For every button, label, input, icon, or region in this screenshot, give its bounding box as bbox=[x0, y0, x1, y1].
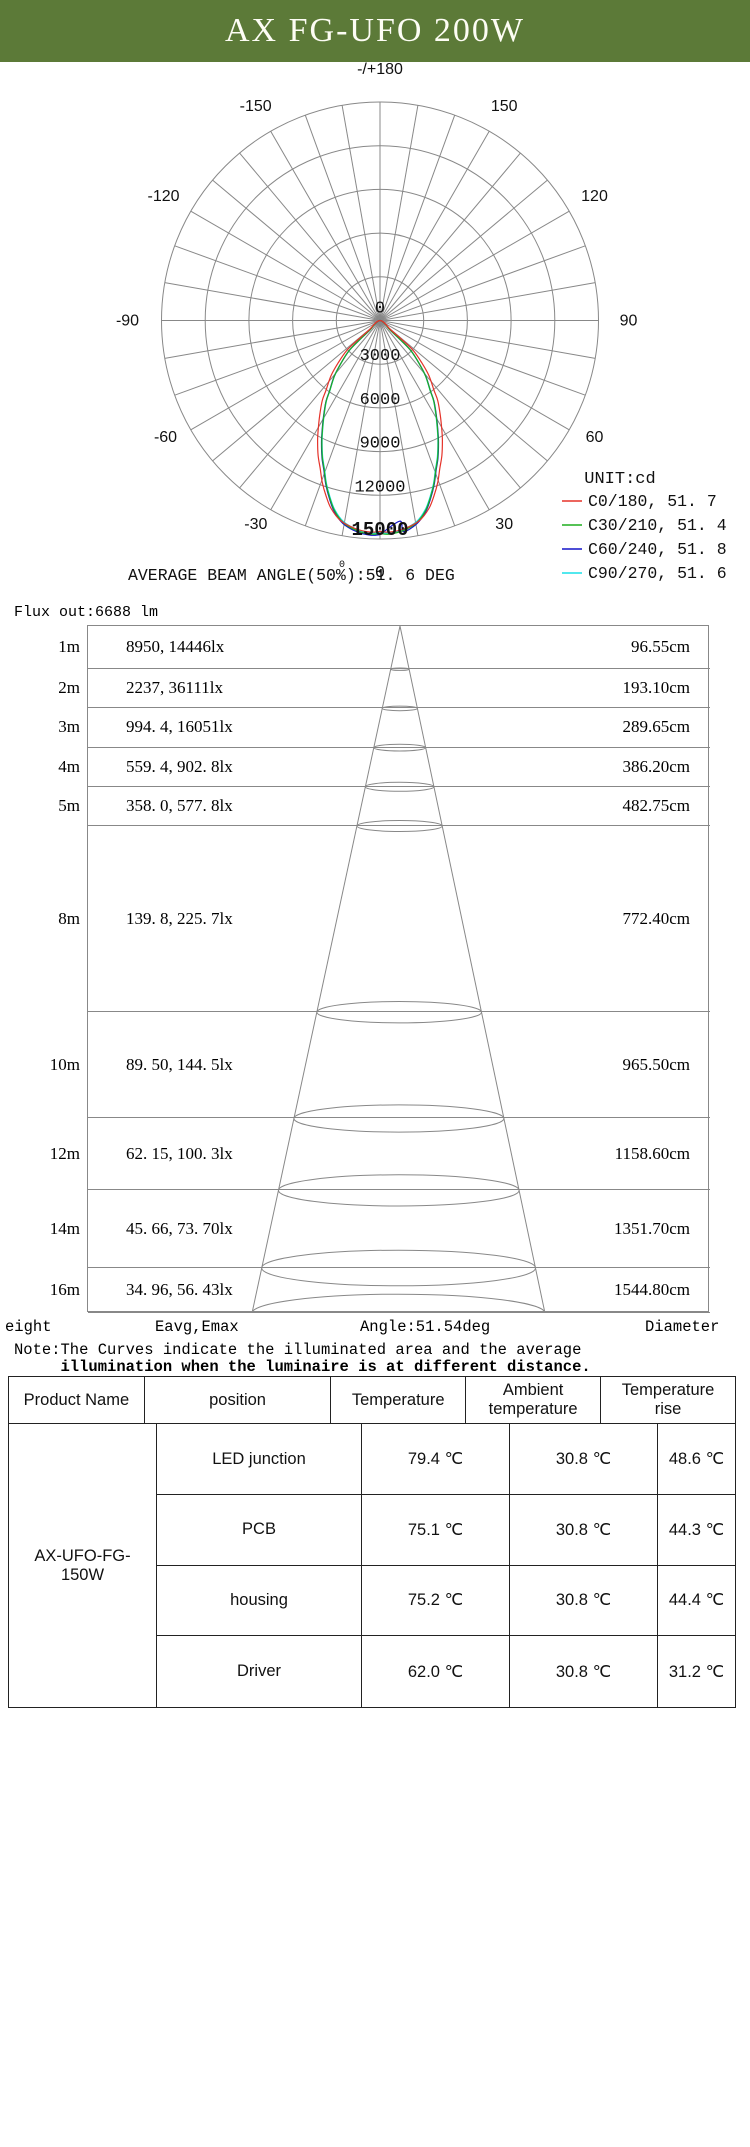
svg-text:-90: -90 bbox=[116, 313, 139, 330]
svg-text:C60/240, 51. 8: C60/240, 51. 8 bbox=[588, 540, 727, 559]
svg-text:-120: -120 bbox=[147, 188, 179, 205]
svg-text:9000: 9000 bbox=[360, 435, 401, 454]
svg-text:AVERAGE BEAM ANGLE(50%):51. 6: AVERAGE BEAM ANGLE(50%):51. 6 DEG bbox=[128, 566, 455, 585]
svg-text:0: 0 bbox=[339, 560, 345, 571]
svg-text:C30/210, 51. 4: C30/210, 51. 4 bbox=[588, 516, 727, 535]
svg-text:C90/270, 51. 6: C90/270, 51. 6 bbox=[588, 564, 727, 583]
svg-text:6000: 6000 bbox=[360, 391, 401, 410]
svg-text:C0/180, 51. 7: C0/180, 51. 7 bbox=[588, 492, 717, 511]
svg-text:-/+180: -/+180 bbox=[357, 62, 403, 78]
svg-text:UNIT:cd: UNIT:cd bbox=[584, 470, 655, 489]
svg-text:30: 30 bbox=[495, 516, 513, 533]
svg-text:15000: 15000 bbox=[351, 519, 408, 541]
svg-text:-150: -150 bbox=[240, 98, 272, 115]
svg-text:-30: -30 bbox=[244, 516, 267, 533]
svg-text:-60: -60 bbox=[154, 429, 177, 446]
svg-text:150: 150 bbox=[491, 98, 518, 115]
svg-text:90: 90 bbox=[620, 313, 638, 330]
svg-text:60: 60 bbox=[586, 429, 604, 446]
svg-text:0: 0 bbox=[375, 300, 385, 319]
svg-text:3000: 3000 bbox=[360, 347, 401, 366]
svg-text:120: 120 bbox=[581, 188, 608, 205]
svg-text:12000: 12000 bbox=[354, 478, 405, 497]
